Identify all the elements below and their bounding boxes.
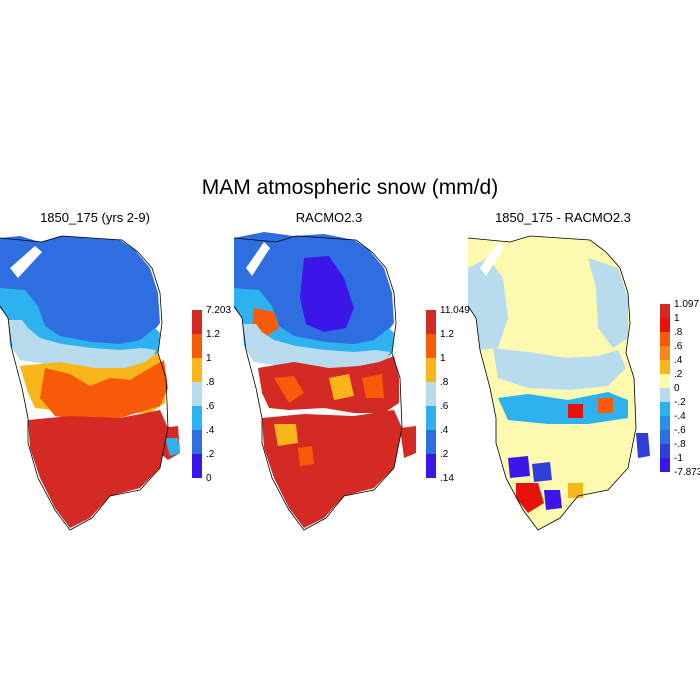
colorbar-label: -.8 bbox=[674, 439, 686, 450]
colorbar-bin bbox=[426, 430, 436, 454]
colorbar-bin bbox=[426, 382, 436, 406]
map-model bbox=[0, 235, 180, 531]
colorbar-bin bbox=[660, 318, 670, 332]
panel-title-difference: 1850_175 - RACMO2.3 bbox=[495, 210, 631, 225]
colorbar-label: 0 bbox=[674, 383, 680, 394]
colorbar-label: .4 bbox=[674, 355, 683, 366]
colorbar-label: .14 bbox=[440, 473, 454, 484]
panel-title-racmo: RACMO2.3 bbox=[295, 210, 363, 225]
colorbar-label: .6 bbox=[206, 401, 215, 412]
colorbar-label: 1 bbox=[206, 353, 212, 364]
colorbar-bin bbox=[660, 416, 670, 430]
colorbar-label: -1 bbox=[674, 453, 683, 464]
colorbar-bin bbox=[192, 454, 202, 478]
colorbar-bin bbox=[660, 332, 670, 346]
panel-difference: 1850_175 - RACMO2.3 bbox=[468, 210, 700, 531]
colorbar-label: .4 bbox=[206, 425, 215, 436]
colorbar-bin bbox=[426, 358, 436, 382]
colorbar-label: .6 bbox=[440, 401, 449, 412]
colorbar-bin bbox=[426, 334, 436, 358]
colorbar-bin bbox=[660, 402, 670, 416]
colorbar-label: 1.2 bbox=[206, 329, 220, 340]
colorbar-bin bbox=[192, 358, 202, 382]
colorbar-label: .2 bbox=[206, 449, 215, 460]
coastline-difference bbox=[468, 235, 637, 531]
coastline-racmo bbox=[234, 235, 403, 531]
colorbar-bin bbox=[192, 382, 202, 406]
colorbar-label: .8 bbox=[674, 327, 683, 338]
colorbar-bin bbox=[660, 304, 670, 318]
colorbar-label: .8 bbox=[440, 377, 449, 388]
colorbar-bin bbox=[192, 310, 202, 334]
colorbar-label: -7.873 bbox=[674, 467, 700, 478]
colorbar-label: 1.2 bbox=[440, 329, 454, 340]
panel-model: 1850_175 (yrs 2-9) 7.203 1.2 1 .8 .6 .4 … bbox=[0, 210, 232, 531]
colorbar-label: .2 bbox=[440, 449, 449, 460]
colorbar-label: .2 bbox=[674, 369, 683, 380]
colorbar-label: 0 bbox=[206, 473, 212, 484]
figure-title: MAM atmospheric snow (mm/d) bbox=[201, 176, 499, 199]
colorbar-label: 1 bbox=[674, 313, 680, 324]
snow-field-difference bbox=[468, 236, 650, 530]
snow-field-racmo bbox=[234, 232, 416, 528]
map-racmo bbox=[234, 232, 416, 531]
colorbar-bin bbox=[660, 388, 670, 402]
colorbar-bin bbox=[192, 406, 202, 430]
colorbar-max-label: 11.049 bbox=[440, 305, 470, 316]
colorbar-max-label: 1.097 bbox=[674, 299, 700, 310]
colorbar-bin bbox=[660, 360, 670, 374]
map-difference bbox=[468, 235, 650, 531]
colorbar-max-label: 7.203 bbox=[206, 305, 232, 316]
snow-field-model bbox=[0, 236, 180, 528]
colorbar-bin bbox=[660, 430, 670, 444]
colorbar-bin bbox=[660, 346, 670, 360]
panel-racmo: RACMO2.3 11.049 1.2 1 bbox=[234, 210, 470, 531]
colorbar-bin bbox=[660, 374, 670, 388]
colorbar-bin bbox=[426, 310, 436, 334]
panel-title-model: 1850_175 (yrs 2-9) bbox=[40, 210, 150, 225]
colorbar-bin bbox=[660, 444, 670, 458]
colorbar-label: -.2 bbox=[674, 397, 686, 408]
colorbar-label: .6 bbox=[674, 341, 683, 352]
colorbar-bin bbox=[426, 454, 436, 478]
colorbar-bin bbox=[426, 406, 436, 430]
colorbar-bin bbox=[192, 334, 202, 358]
colorbar-label: -.4 bbox=[674, 411, 686, 422]
colorbar-label: 1 bbox=[440, 353, 446, 364]
colorbar-bin bbox=[192, 430, 202, 454]
coastline-model bbox=[0, 235, 169, 531]
colorbar-label: -.6 bbox=[674, 425, 686, 436]
colorbar-bin bbox=[660, 458, 670, 472]
colorbar-label: .4 bbox=[440, 425, 449, 436]
colorbar-label: .8 bbox=[206, 377, 215, 388]
